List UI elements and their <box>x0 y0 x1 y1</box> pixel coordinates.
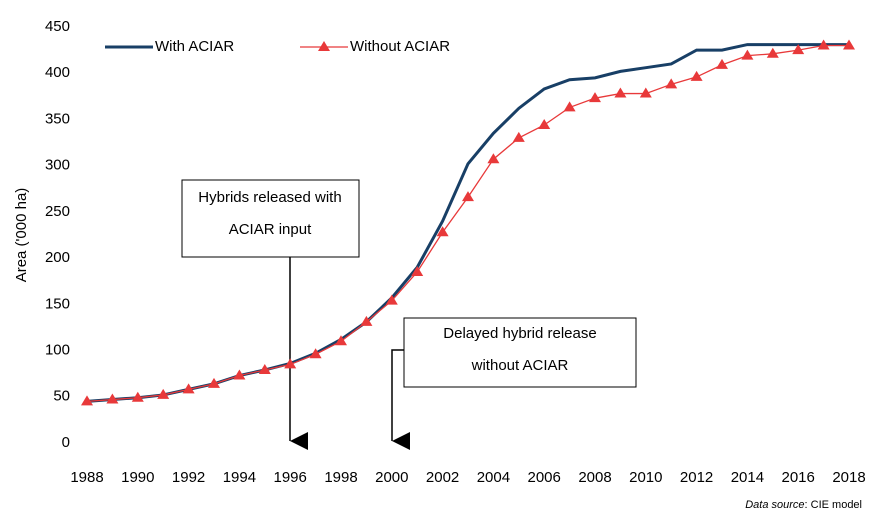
y-tick-label: 450 <box>45 18 70 35</box>
x-tick-label: 1988 <box>70 469 103 486</box>
y-tick-label: 250 <box>45 203 70 220</box>
marker <box>462 191 474 202</box>
marker <box>690 70 703 81</box>
annotation-box <box>403 317 637 388</box>
y-tick-label: 350 <box>45 110 70 127</box>
y-tick-label: 400 <box>45 64 70 81</box>
marker <box>716 58 728 69</box>
x-tick-label: 2006 <box>528 469 561 486</box>
marker <box>741 49 754 60</box>
y-tick-label: 100 <box>45 342 70 359</box>
legend-label: With ACIAR <box>155 38 234 55</box>
marker <box>208 377 220 388</box>
marker <box>512 131 525 142</box>
marker <box>360 315 373 326</box>
annotation-text: ACIAR input <box>229 221 312 238</box>
x-tick-label: 2002 <box>426 469 459 486</box>
annotation-text: Delayed hybrid release <box>443 325 596 342</box>
y-tick-label: 150 <box>45 295 70 312</box>
y-tick-label: 0 <box>62 434 70 451</box>
y-tick-label: 300 <box>45 157 70 174</box>
marker <box>563 101 576 112</box>
x-tick-label: 2016 <box>782 469 815 486</box>
marker <box>182 383 195 394</box>
marker <box>487 153 500 164</box>
x-tick-label: 2004 <box>477 469 510 486</box>
marker <box>233 369 246 380</box>
x-tick-label: 2000 <box>375 469 408 486</box>
marker <box>843 39 855 50</box>
marker <box>258 363 271 374</box>
marker <box>817 39 830 50</box>
marker <box>538 118 551 129</box>
x-tick-label: 1998 <box>324 469 357 486</box>
x-tick-label: 2012 <box>680 469 713 486</box>
marker <box>81 395 93 406</box>
marker <box>157 388 170 399</box>
annotation-arrow <box>391 349 410 450</box>
marker <box>284 358 297 369</box>
annotation-text: Hybrids released with <box>198 189 341 206</box>
y-tick-label: 200 <box>45 249 70 266</box>
legend-label: Without ACIAR <box>350 38 450 55</box>
marker <box>792 44 805 55</box>
x-tick-label: 1992 <box>172 469 205 486</box>
marker <box>436 226 449 237</box>
marker <box>335 335 347 346</box>
marker <box>614 87 627 98</box>
legend-marker <box>318 41 330 51</box>
marker <box>639 87 652 98</box>
source-text: : CIE model <box>805 499 862 511</box>
marker <box>131 391 144 402</box>
marker <box>309 348 322 359</box>
annotation-box <box>181 179 360 258</box>
marker <box>665 78 678 89</box>
x-tick-label: 2008 <box>578 469 611 486</box>
marker <box>589 92 601 103</box>
source-label: Data source <box>745 499 804 511</box>
annotation-text: without ACIAR <box>471 357 569 374</box>
y-axis-label: Area ('000 ha) <box>13 188 30 283</box>
marker <box>106 393 119 404</box>
marker <box>411 265 424 276</box>
x-tick-label: 2014 <box>731 469 764 486</box>
y-tick-label: 50 <box>53 388 70 405</box>
x-tick-label: 1996 <box>274 469 307 486</box>
source-note: Data source: CIE model <box>745 499 862 511</box>
x-tick-label: 2010 <box>629 469 662 486</box>
x-tick-label: 1994 <box>223 469 256 486</box>
x-tick-label: 2018 <box>832 469 865 486</box>
marker <box>766 47 779 58</box>
x-tick-label: 1990 <box>121 469 154 486</box>
marker <box>385 294 398 305</box>
